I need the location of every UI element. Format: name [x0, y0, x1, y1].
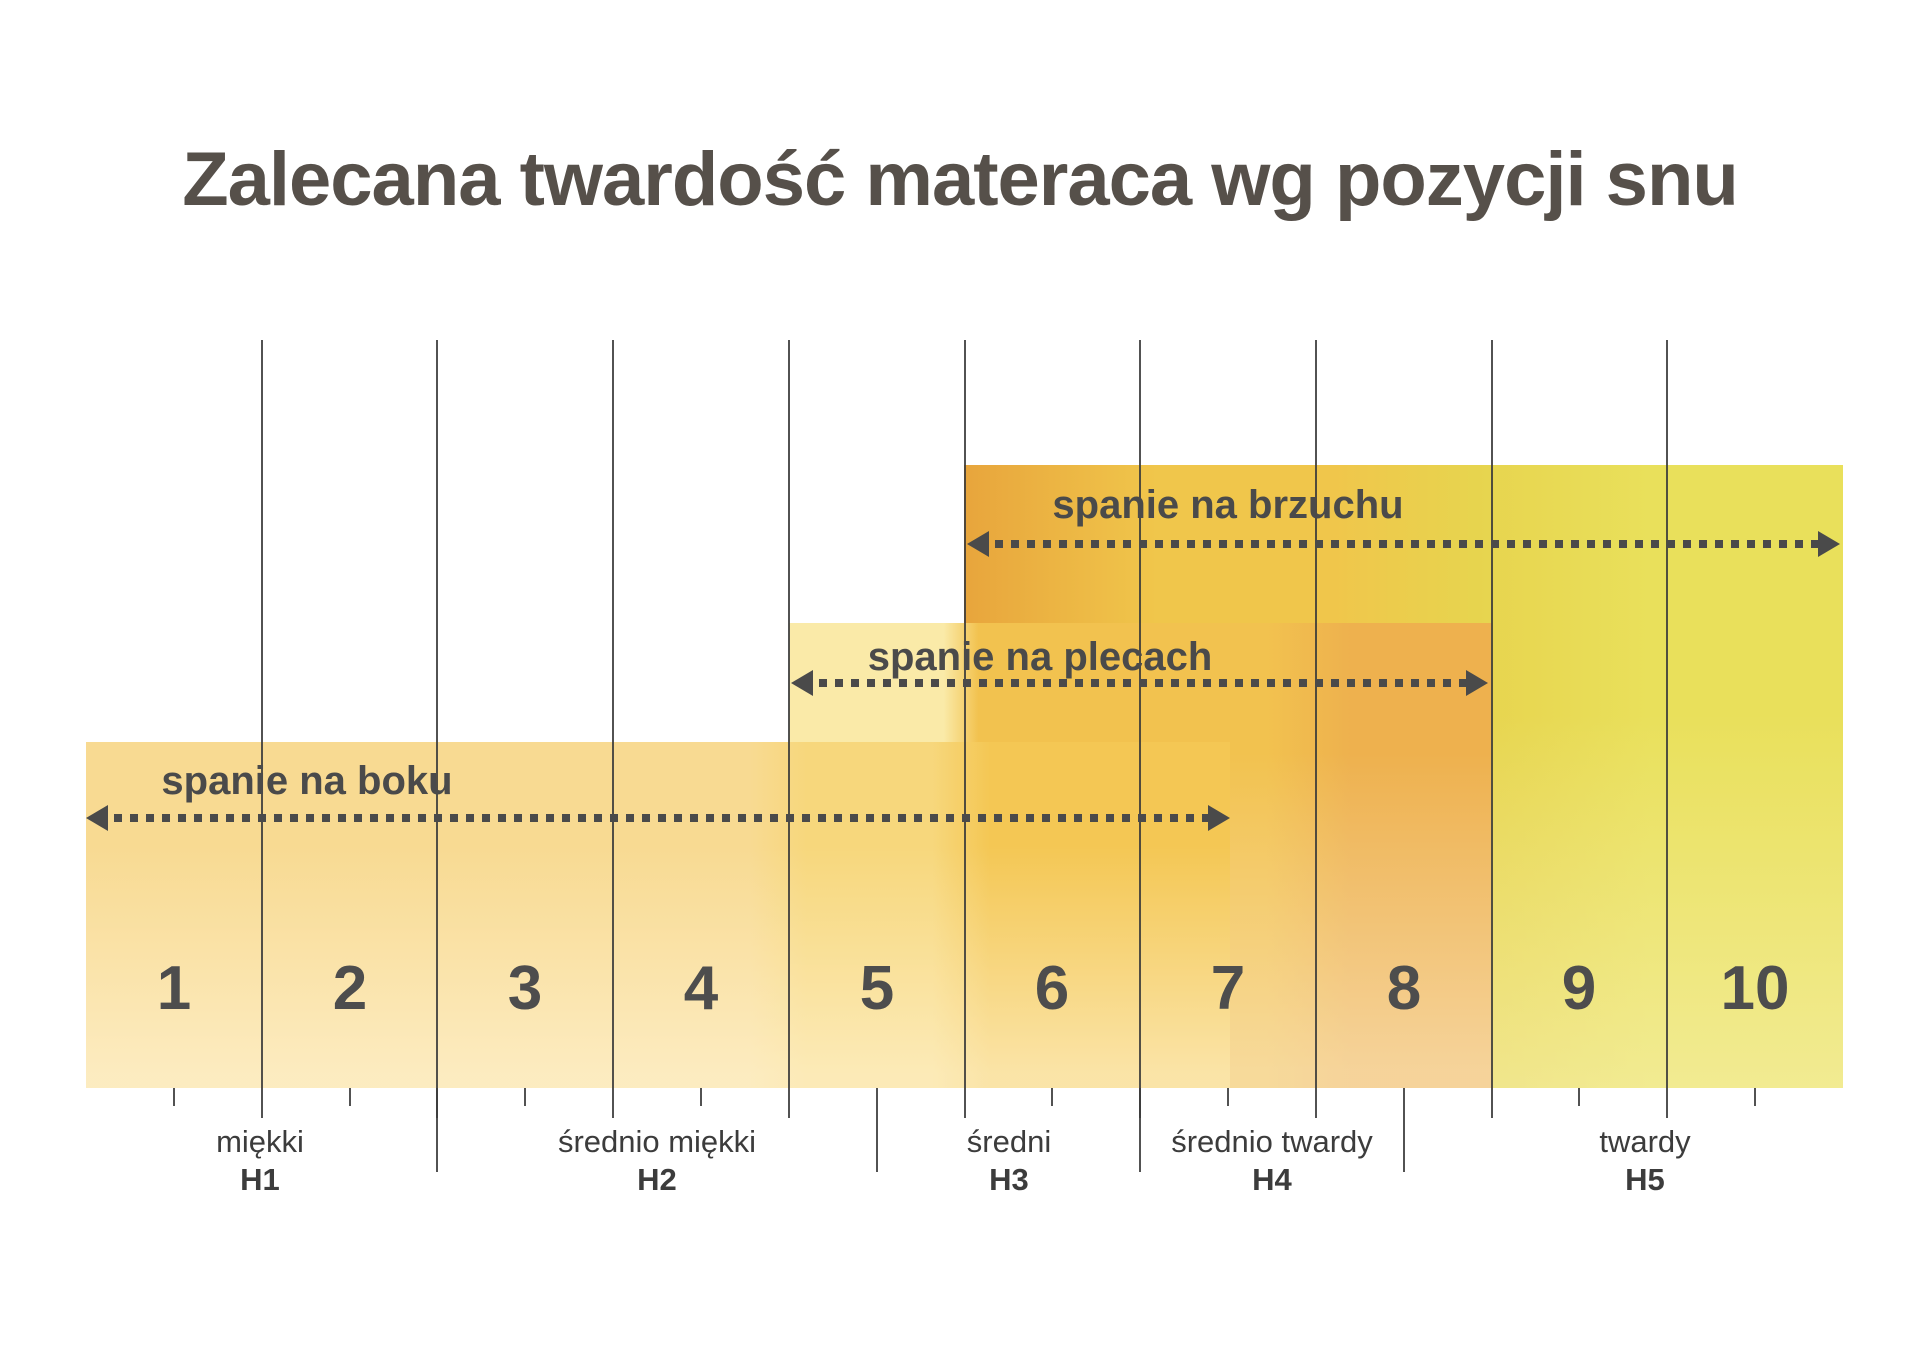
firmness-code-h4: H4 — [1252, 1162, 1292, 1197]
arrow-right-head-icon — [1818, 531, 1840, 557]
column-boundary-line-2 — [436, 340, 439, 1088]
tick-column-boundary-7 — [1314, 1088, 1317, 1118]
firmness-code-h1: H1 — [240, 1162, 280, 1197]
firmness-zone-divider-1 — [436, 1088, 439, 1172]
firmness-zone-divider-4 — [1402, 1088, 1405, 1172]
tick-column-center-3 — [524, 1088, 527, 1106]
band-label-side: spanie na boku — [161, 759, 453, 803]
scale-number-8: 8 — [1386, 954, 1422, 1023]
dotted-line — [98, 814, 1218, 822]
scale-number-10: 10 — [1720, 954, 1790, 1023]
tick-column-boundary-8 — [1490, 1088, 1493, 1118]
column-boundary-line-3 — [612, 340, 615, 1088]
firmness-code-h3: H3 — [989, 1162, 1029, 1197]
firmness-zone-divider-2 — [875, 1088, 878, 1172]
firmness-zone-divider-3 — [1139, 1088, 1142, 1172]
tick-column-boundary-5 — [963, 1088, 966, 1118]
firmness-name-h3: średni — [966, 1124, 1052, 1159]
tick-column-boundary-1 — [260, 1088, 263, 1118]
column-boundary-line-6 — [1139, 340, 1142, 1088]
column-boundary-line-9 — [1666, 340, 1669, 1088]
scale-number-4: 4 — [683, 954, 719, 1023]
column-boundary-line-8 — [1490, 340, 1493, 1088]
firmness-name-h1: miękki — [216, 1124, 304, 1159]
chart-title: Zalecana twardość materaca wg pozycji sn… — [182, 137, 1739, 222]
arrow-right-head-icon — [1208, 805, 1230, 831]
band-label-back: spanie na plecach — [867, 635, 1213, 679]
column-boundary-line-1 — [260, 340, 263, 1088]
column-boundary-line-5 — [963, 340, 966, 1088]
range-arrow-back — [791, 670, 1488, 696]
scale-number-9: 9 — [1561, 954, 1597, 1023]
tick-column-center-7 — [1227, 1088, 1230, 1106]
tick-column-boundary-3 — [612, 1088, 615, 1118]
arrow-left-head-icon — [791, 670, 813, 696]
scale-number-7: 7 — [1210, 954, 1246, 1023]
scale-number-6: 6 — [1034, 954, 1070, 1023]
dotted-line — [803, 679, 1476, 687]
tick-column-center-6 — [1051, 1088, 1054, 1106]
scale-number-2: 2 — [332, 954, 368, 1023]
column-boundary-line-7 — [1314, 340, 1317, 1088]
tick-column-center-4 — [699, 1088, 702, 1106]
firmness-name-h4: średnio twardy — [1171, 1124, 1373, 1159]
tick-column-center-9 — [1578, 1088, 1581, 1106]
column-boundary-line-4 — [787, 340, 790, 1088]
range-arrow-side — [86, 805, 1230, 831]
band-sleep-on-side — [86, 742, 1230, 1088]
tick-column-center-10 — [1754, 1088, 1757, 1106]
scale-number-1: 1 — [156, 954, 192, 1023]
firmness-name-h2: średnio miękki — [557, 1124, 757, 1159]
tick-column-boundary-9 — [1666, 1088, 1669, 1118]
firmness-code-h5: H5 — [1625, 1162, 1665, 1197]
firmness-name-h5: twardy — [1599, 1124, 1691, 1159]
range-arrow-stomach — [967, 531, 1840, 557]
scale-number-3: 3 — [507, 954, 543, 1023]
tick-column-boundary-4 — [787, 1088, 790, 1118]
dotted-line — [979, 540, 1828, 548]
band-label-stomach: spanie na brzuchu — [1052, 483, 1404, 527]
scale-number-5: 5 — [859, 954, 895, 1023]
tick-column-center-1 — [172, 1088, 175, 1106]
arrow-right-head-icon — [1466, 670, 1488, 696]
arrow-left-head-icon — [967, 531, 989, 557]
firmness-code-h2: H2 — [637, 1162, 677, 1197]
tick-column-center-2 — [348, 1088, 351, 1106]
arrow-left-head-icon — [86, 805, 108, 831]
